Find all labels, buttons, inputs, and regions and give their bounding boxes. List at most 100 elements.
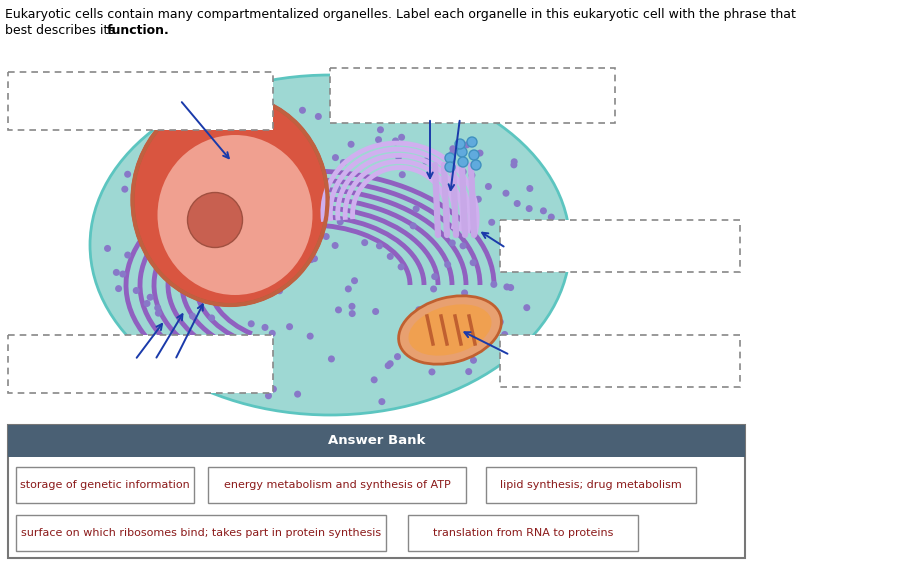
- Circle shape: [470, 259, 476, 266]
- Circle shape: [433, 338, 440, 345]
- Circle shape: [540, 207, 547, 215]
- Circle shape: [377, 126, 384, 133]
- FancyBboxPatch shape: [16, 515, 386, 551]
- Circle shape: [391, 109, 397, 115]
- Circle shape: [527, 185, 533, 192]
- Circle shape: [375, 136, 382, 143]
- Circle shape: [248, 320, 255, 327]
- Circle shape: [362, 93, 369, 100]
- Circle shape: [440, 340, 446, 346]
- Circle shape: [119, 271, 127, 277]
- Text: function.: function.: [107, 24, 169, 37]
- FancyBboxPatch shape: [8, 335, 273, 393]
- Circle shape: [448, 151, 456, 158]
- Circle shape: [269, 330, 276, 337]
- Circle shape: [490, 281, 497, 288]
- Text: Eukaryotic cells contain many compartmentalized organelles. Label each organelle: Eukaryotic cells contain many compartmen…: [5, 8, 796, 21]
- Circle shape: [504, 254, 511, 261]
- Circle shape: [147, 294, 154, 301]
- Circle shape: [325, 178, 333, 185]
- Ellipse shape: [90, 75, 570, 415]
- Circle shape: [299, 107, 306, 114]
- Circle shape: [458, 157, 468, 167]
- Circle shape: [431, 273, 438, 280]
- Circle shape: [461, 289, 468, 297]
- Circle shape: [261, 324, 269, 331]
- Circle shape: [460, 168, 466, 175]
- Circle shape: [466, 368, 472, 375]
- Circle shape: [384, 362, 392, 369]
- Circle shape: [472, 197, 479, 204]
- Circle shape: [124, 171, 131, 178]
- Circle shape: [466, 341, 473, 348]
- Circle shape: [311, 255, 318, 262]
- Circle shape: [345, 285, 352, 293]
- Circle shape: [399, 171, 405, 178]
- Circle shape: [368, 97, 375, 104]
- Circle shape: [470, 357, 477, 364]
- Circle shape: [449, 145, 456, 152]
- Ellipse shape: [188, 192, 242, 247]
- Circle shape: [415, 306, 423, 313]
- Circle shape: [265, 392, 272, 399]
- Text: translation from RNA to proteins: translation from RNA to proteins: [433, 528, 613, 538]
- Circle shape: [144, 300, 150, 307]
- Circle shape: [115, 285, 122, 292]
- Circle shape: [413, 205, 420, 212]
- FancyBboxPatch shape: [486, 467, 696, 503]
- Circle shape: [501, 331, 508, 338]
- Circle shape: [398, 134, 405, 141]
- FancyBboxPatch shape: [16, 467, 194, 503]
- Circle shape: [510, 161, 517, 168]
- Circle shape: [286, 323, 293, 330]
- Circle shape: [113, 269, 120, 276]
- FancyBboxPatch shape: [8, 72, 273, 130]
- Circle shape: [332, 242, 339, 249]
- Circle shape: [121, 186, 128, 192]
- Circle shape: [382, 109, 389, 116]
- Circle shape: [404, 325, 411, 332]
- Circle shape: [392, 138, 399, 144]
- Circle shape: [332, 154, 339, 161]
- Circle shape: [397, 263, 404, 271]
- Circle shape: [478, 304, 485, 311]
- Circle shape: [308, 256, 314, 263]
- Circle shape: [410, 222, 416, 229]
- Circle shape: [348, 141, 354, 148]
- Circle shape: [387, 253, 394, 260]
- Circle shape: [445, 261, 451, 268]
- Circle shape: [485, 183, 492, 190]
- Circle shape: [361, 239, 368, 246]
- Circle shape: [486, 307, 494, 314]
- Circle shape: [386, 360, 394, 367]
- Circle shape: [514, 200, 521, 207]
- Circle shape: [488, 219, 496, 226]
- FancyBboxPatch shape: [208, 467, 466, 503]
- Circle shape: [504, 284, 510, 290]
- Circle shape: [395, 153, 402, 160]
- Circle shape: [468, 171, 476, 179]
- Circle shape: [276, 288, 283, 294]
- Circle shape: [155, 310, 162, 316]
- Circle shape: [501, 233, 508, 239]
- Circle shape: [322, 233, 330, 240]
- Circle shape: [526, 205, 533, 212]
- Ellipse shape: [408, 305, 492, 355]
- Circle shape: [459, 242, 466, 250]
- Circle shape: [422, 157, 429, 165]
- Circle shape: [503, 190, 509, 197]
- Circle shape: [104, 245, 111, 252]
- Circle shape: [281, 278, 288, 285]
- Text: best describes its: best describes its: [5, 24, 118, 37]
- Circle shape: [467, 137, 477, 147]
- Circle shape: [511, 158, 517, 165]
- Circle shape: [133, 183, 140, 191]
- Circle shape: [523, 304, 530, 311]
- Circle shape: [378, 398, 385, 405]
- Circle shape: [337, 218, 343, 225]
- Circle shape: [387, 96, 394, 103]
- Circle shape: [457, 147, 467, 157]
- FancyBboxPatch shape: [8, 425, 745, 457]
- Circle shape: [294, 391, 302, 398]
- Circle shape: [335, 306, 342, 314]
